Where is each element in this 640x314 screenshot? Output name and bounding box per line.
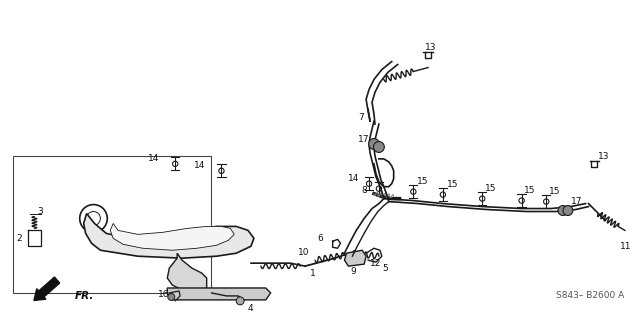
Text: 6: 6 [317,234,323,243]
Text: 12: 12 [370,259,381,268]
Text: 16: 16 [157,290,169,300]
Text: 1: 1 [310,268,316,278]
Text: 5: 5 [382,264,388,273]
Text: 17: 17 [571,197,582,206]
Text: 2: 2 [16,234,22,243]
Text: 4: 4 [248,304,253,313]
Circle shape [558,206,568,215]
Text: 7: 7 [358,113,364,122]
Circle shape [563,206,573,215]
Text: 14: 14 [348,174,359,183]
Text: 8: 8 [362,186,367,195]
Text: 15: 15 [549,187,561,196]
Polygon shape [110,224,234,250]
Circle shape [168,294,175,300]
Bar [13,156,211,293]
Polygon shape [167,288,271,300]
Circle shape [374,142,385,152]
Text: 9: 9 [350,267,356,276]
Text: 10: 10 [298,248,309,257]
Polygon shape [167,253,207,293]
Text: 13: 13 [425,43,436,52]
Polygon shape [344,250,366,266]
Text: 14: 14 [148,154,159,163]
Text: 14: 14 [195,161,205,170]
Text: 15: 15 [524,186,535,195]
Text: 15: 15 [485,184,497,193]
Text: 15: 15 [417,177,429,186]
Text: 15: 15 [447,180,458,189]
Circle shape [236,297,244,305]
Text: 17: 17 [358,134,369,143]
Text: 3: 3 [37,207,43,216]
Text: S843– B2600 A: S843– B2600 A [556,291,624,300]
Text: 13: 13 [598,152,610,161]
Text: 11: 11 [620,242,632,251]
FancyArrow shape [34,277,60,300]
Circle shape [369,138,380,149]
Polygon shape [84,214,254,258]
Text: FR.: FR. [75,291,94,301]
